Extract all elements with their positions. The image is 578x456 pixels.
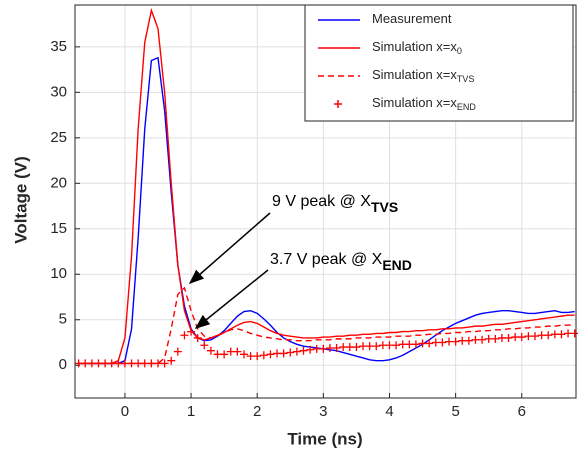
plot-area <box>74 7 578 368</box>
annotation: 3.7 V peak @ XEND <box>270 251 412 272</box>
plus-marker <box>438 338 447 347</box>
y-tick-label: 30 <box>50 83 67 100</box>
y-tick-label: 35 <box>50 38 67 55</box>
y-tick-label: 5 <box>59 311 67 328</box>
plus-marker <box>478 335 487 344</box>
plus-marker <box>451 337 460 346</box>
legend-text: Simulation x=x <box>372 67 457 82</box>
plus-marker <box>411 340 420 349</box>
plus-marker <box>517 333 526 342</box>
plus-marker <box>206 346 215 355</box>
y-tick-label: 25 <box>50 129 67 146</box>
annotation: 9 V peak @ XTVS <box>272 193 398 214</box>
plus-marker <box>173 347 182 356</box>
plus-marker <box>464 336 473 345</box>
legend-subscript: 0 <box>457 46 462 56</box>
annotation-text: 9 V peak @ X <box>272 193 371 210</box>
plus-marker <box>180 331 189 340</box>
series-line <box>78 7 575 365</box>
plus-marker <box>570 329 578 338</box>
plus-marker <box>306 345 315 354</box>
plus-marker <box>279 349 288 358</box>
y-tick-label: 10 <box>50 265 67 282</box>
legend-label: Simulation x=xTVS <box>372 67 474 84</box>
plus-marker <box>286 348 295 357</box>
plus-marker <box>200 341 209 350</box>
x-tick-label: 3 <box>319 403 327 420</box>
legend-subscript: TVS <box>457 74 475 84</box>
annotation-arrow <box>188 212 271 284</box>
plus-marker <box>253 352 262 361</box>
plus-marker <box>299 346 308 355</box>
x-axis-label: Time (ns) <box>287 429 362 448</box>
plus-marker <box>491 334 500 343</box>
x-tick-label: 5 <box>451 403 459 420</box>
plus-marker <box>193 333 202 342</box>
plus-marker <box>292 347 301 356</box>
y-tick-label: 0 <box>59 356 67 373</box>
annotation-arrow <box>194 269 269 329</box>
plus-marker <box>392 341 401 350</box>
plus-marker <box>425 339 434 348</box>
x-tick-label: 2 <box>253 403 261 420</box>
annotation-subscript: END <box>382 257 412 273</box>
plus-marker <box>239 350 248 359</box>
plus-marker <box>233 347 242 356</box>
y-axis-label: Voltage (V) <box>11 156 30 244</box>
legend-marker <box>334 100 342 108</box>
legend-subscript: END <box>457 102 477 112</box>
plus-marker <box>557 330 566 339</box>
legend-label: Measurement <box>372 11 452 26</box>
legend-text: Simulation x=x <box>372 95 457 110</box>
x-tick-label: 6 <box>518 403 526 420</box>
x-tick-label: 0 <box>121 403 129 420</box>
x-tick-label: 1 <box>187 403 195 420</box>
plus-marker <box>266 350 275 359</box>
annotation-subscript: TVS <box>371 199 398 215</box>
y-tick-label: 20 <box>50 174 67 191</box>
plus-marker <box>259 351 268 360</box>
plus-marker <box>160 359 169 368</box>
legend-label: Simulation x=xEND <box>372 95 476 112</box>
annotation-text: 3.7 V peak @ X <box>270 251 383 268</box>
legend-box <box>304 4 574 122</box>
legend-text: Simulation x=x <box>372 39 457 54</box>
plus-marker <box>187 327 196 336</box>
plus-marker <box>544 331 553 340</box>
plus-marker <box>352 343 361 352</box>
series-line <box>78 286 575 365</box>
plus-marker <box>332 343 341 352</box>
plus-marker <box>319 344 328 353</box>
plus-marker <box>530 332 539 341</box>
plus-marker <box>504 333 513 342</box>
x-tick-label: 4 <box>385 403 393 420</box>
legend-label: Simulation x=x0 <box>372 39 462 56</box>
y-tick-label: 15 <box>50 220 67 237</box>
plus-marker <box>372 342 381 351</box>
plus-marker <box>167 356 176 365</box>
legend-text: Measurement <box>372 11 452 26</box>
plus-marker <box>220 350 229 359</box>
